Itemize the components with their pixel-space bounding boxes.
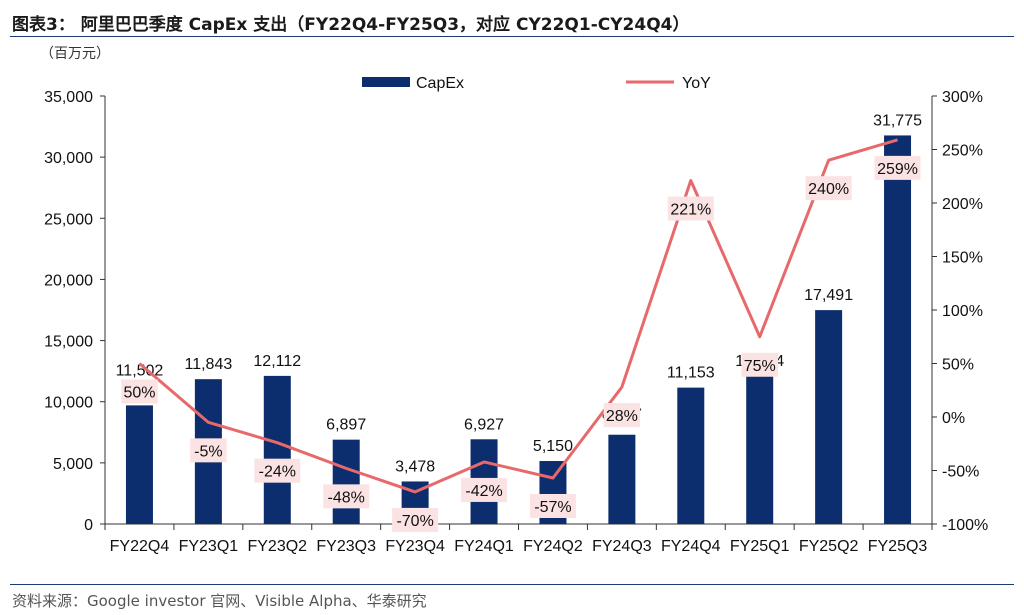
x-tick-label: FY25Q3 bbox=[868, 538, 928, 555]
yoy-data-label: 50% bbox=[123, 385, 155, 402]
capex-data-label: 17,491 bbox=[804, 287, 853, 304]
y-tick-label-left: 15,000 bbox=[44, 334, 93, 351]
capex-bar bbox=[677, 387, 705, 524]
capex-data-label: 5,150 bbox=[533, 438, 573, 455]
yoy-data-label: 221% bbox=[670, 202, 711, 219]
x-tick-label: FY24Q2 bbox=[523, 538, 583, 555]
x-tick-label: FY25Q1 bbox=[730, 538, 790, 555]
yoy-data-label: -70% bbox=[396, 513, 433, 530]
capex-data-label: 6,927 bbox=[464, 416, 504, 433]
capex-bar bbox=[608, 434, 636, 524]
capex-bar bbox=[332, 439, 360, 524]
yoy-label-background bbox=[667, 196, 714, 221]
figure-title: 图表3： 阿里巴巴季度 CapEx 支出（FY22Q4-FY25Q3，对应 CY… bbox=[12, 15, 690, 35]
y-axis-unit-label: （百万元） bbox=[40, 46, 110, 62]
yoy-line bbox=[138, 138, 898, 494]
y-tick-label-left: 20,000 bbox=[44, 272, 93, 289]
yoy-data-label: -57% bbox=[534, 499, 571, 516]
y-tick-label-right: 250% bbox=[942, 143, 983, 160]
legend-capex-label: CapEx bbox=[416, 75, 464, 92]
yoy-data-label: -42% bbox=[465, 483, 502, 500]
yoy-label-background bbox=[741, 352, 778, 377]
yoy-data-label: 240% bbox=[808, 181, 849, 198]
yoy-label-background bbox=[323, 484, 370, 509]
yoy-label-background bbox=[603, 403, 641, 428]
capex-bar bbox=[815, 310, 843, 524]
yoy-data-label: -24% bbox=[259, 464, 296, 481]
capex-bar bbox=[125, 405, 153, 524]
x-tick-label: FY24Q4 bbox=[661, 538, 721, 555]
y-tick-label-right: 100% bbox=[942, 303, 983, 320]
yoy-label-background bbox=[121, 379, 158, 404]
source-note: 资料来源：Google investor 官网、Visible Alpha、华泰… bbox=[12, 592, 427, 610]
y-tick-label-left: 25,000 bbox=[44, 211, 93, 228]
x-tick-label: FY23Q1 bbox=[179, 538, 239, 555]
yoy-data-label: 75% bbox=[744, 358, 776, 375]
x-tick-label: FY22Q4 bbox=[110, 538, 170, 555]
footer-rule bbox=[10, 584, 1014, 585]
capex-data-label: 3,478 bbox=[395, 458, 435, 475]
yoy-label-background bbox=[392, 507, 439, 532]
legend-yoy-label: YoY bbox=[682, 75, 711, 92]
capex-data-label: 31,775 bbox=[873, 112, 922, 129]
yoy-label-background bbox=[461, 477, 508, 502]
y-tick-label-right: 50% bbox=[942, 357, 974, 374]
capex-data-label: 11,153 bbox=[667, 365, 715, 382]
capex-bar bbox=[263, 375, 291, 524]
y-tick-label-right: 150% bbox=[942, 250, 983, 267]
y-tick-label-left: 5,000 bbox=[53, 456, 93, 473]
yoy-label-background bbox=[529, 493, 576, 518]
y-tick-label-left: 0 bbox=[84, 517, 93, 534]
yoy-data-label: 28% bbox=[606, 408, 638, 425]
yoy-label-background bbox=[805, 176, 852, 201]
capex-bar bbox=[884, 135, 912, 525]
yoy-label-background bbox=[190, 438, 227, 463]
y-tick-label-left: 10,000 bbox=[44, 395, 93, 412]
capex-chart: （百万元） CapEx YoY 0 5,000 10,000 15,000 20,000 25,… bbox=[40, 46, 988, 555]
legend-capex-swatch bbox=[362, 77, 410, 87]
y-tick-label-left: 35,000 bbox=[44, 89, 93, 106]
capex-data-label: 12,112 bbox=[253, 353, 301, 370]
y-tick-label-right: -50% bbox=[942, 464, 979, 481]
y-tick-label-right: 300% bbox=[942, 89, 983, 106]
yoy-label-background bbox=[874, 155, 921, 180]
x-tick-label: FY24Q3 bbox=[592, 538, 652, 555]
capex-data-label: 11,843 bbox=[185, 356, 233, 373]
x-tick-label: FY23Q4 bbox=[385, 538, 445, 555]
yoy-data-label: 259% bbox=[877, 161, 918, 178]
y-tick-label-left: 30,000 bbox=[44, 150, 93, 167]
yoy-label-background bbox=[254, 458, 301, 483]
title-rule bbox=[10, 36, 1014, 37]
x-tick-label: FY23Q2 bbox=[247, 538, 307, 555]
capex-bar bbox=[746, 376, 774, 524]
x-tick-label: FY24Q1 bbox=[454, 538, 514, 555]
y-tick-label-right: -100% bbox=[942, 517, 988, 534]
yoy-data-label: -48% bbox=[328, 489, 365, 506]
y-tick-label-right: 0% bbox=[942, 410, 965, 427]
capex-data-label: 6,897 bbox=[326, 417, 366, 434]
yoy-data-label: -5% bbox=[194, 443, 222, 460]
x-tick-label: FY23Q3 bbox=[316, 538, 376, 555]
x-tick-label: FY25Q2 bbox=[799, 538, 859, 555]
y-tick-label-right: 200% bbox=[942, 196, 983, 213]
